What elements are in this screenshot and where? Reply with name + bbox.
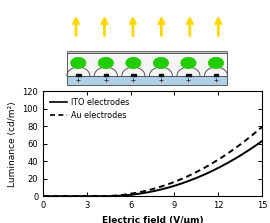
Line: Au electrodes: Au electrodes [43,127,262,196]
Au electrodes [42,195,45,198]
Au electrodes [80,195,83,198]
ITO electrodes [42,195,45,198]
Bar [214,74,218,76]
Au electrodes [98,195,101,198]
ITO electrodes [188,180,191,182]
Bar [67,76,227,85]
ITO electrodes [260,140,264,142]
Bar [186,74,191,76]
Bar [103,74,108,76]
Au electrodes [170,182,174,184]
Circle shape [71,57,86,68]
Au electrodes [188,174,191,177]
ITO electrodes [98,195,101,198]
X-axis label: Electric field (V/μm): Electric field (V/μm) [102,216,203,223]
Au electrodes [140,190,144,193]
Line: ITO electrodes: ITO electrodes [43,141,262,196]
Circle shape [153,57,168,68]
Bar [159,74,163,76]
Bar [131,74,136,76]
ITO electrodes [80,195,83,198]
Circle shape [98,57,113,68]
ITO electrodes [170,185,174,188]
Au electrodes [206,165,210,167]
Circle shape [208,57,224,68]
Au electrodes [260,126,264,128]
Y-axis label: Luminance (cd/m²): Luminance (cd/m²) [8,101,17,187]
Bar [67,53,227,76]
Bar [76,74,80,76]
Circle shape [126,57,141,68]
Legend: ITO electrodes, Au electrodes: ITO electrodes, Au electrodes [47,95,132,122]
Bar [67,51,227,53]
Circle shape [181,57,196,68]
ITO electrodes [206,172,210,174]
ITO electrodes [140,192,144,195]
